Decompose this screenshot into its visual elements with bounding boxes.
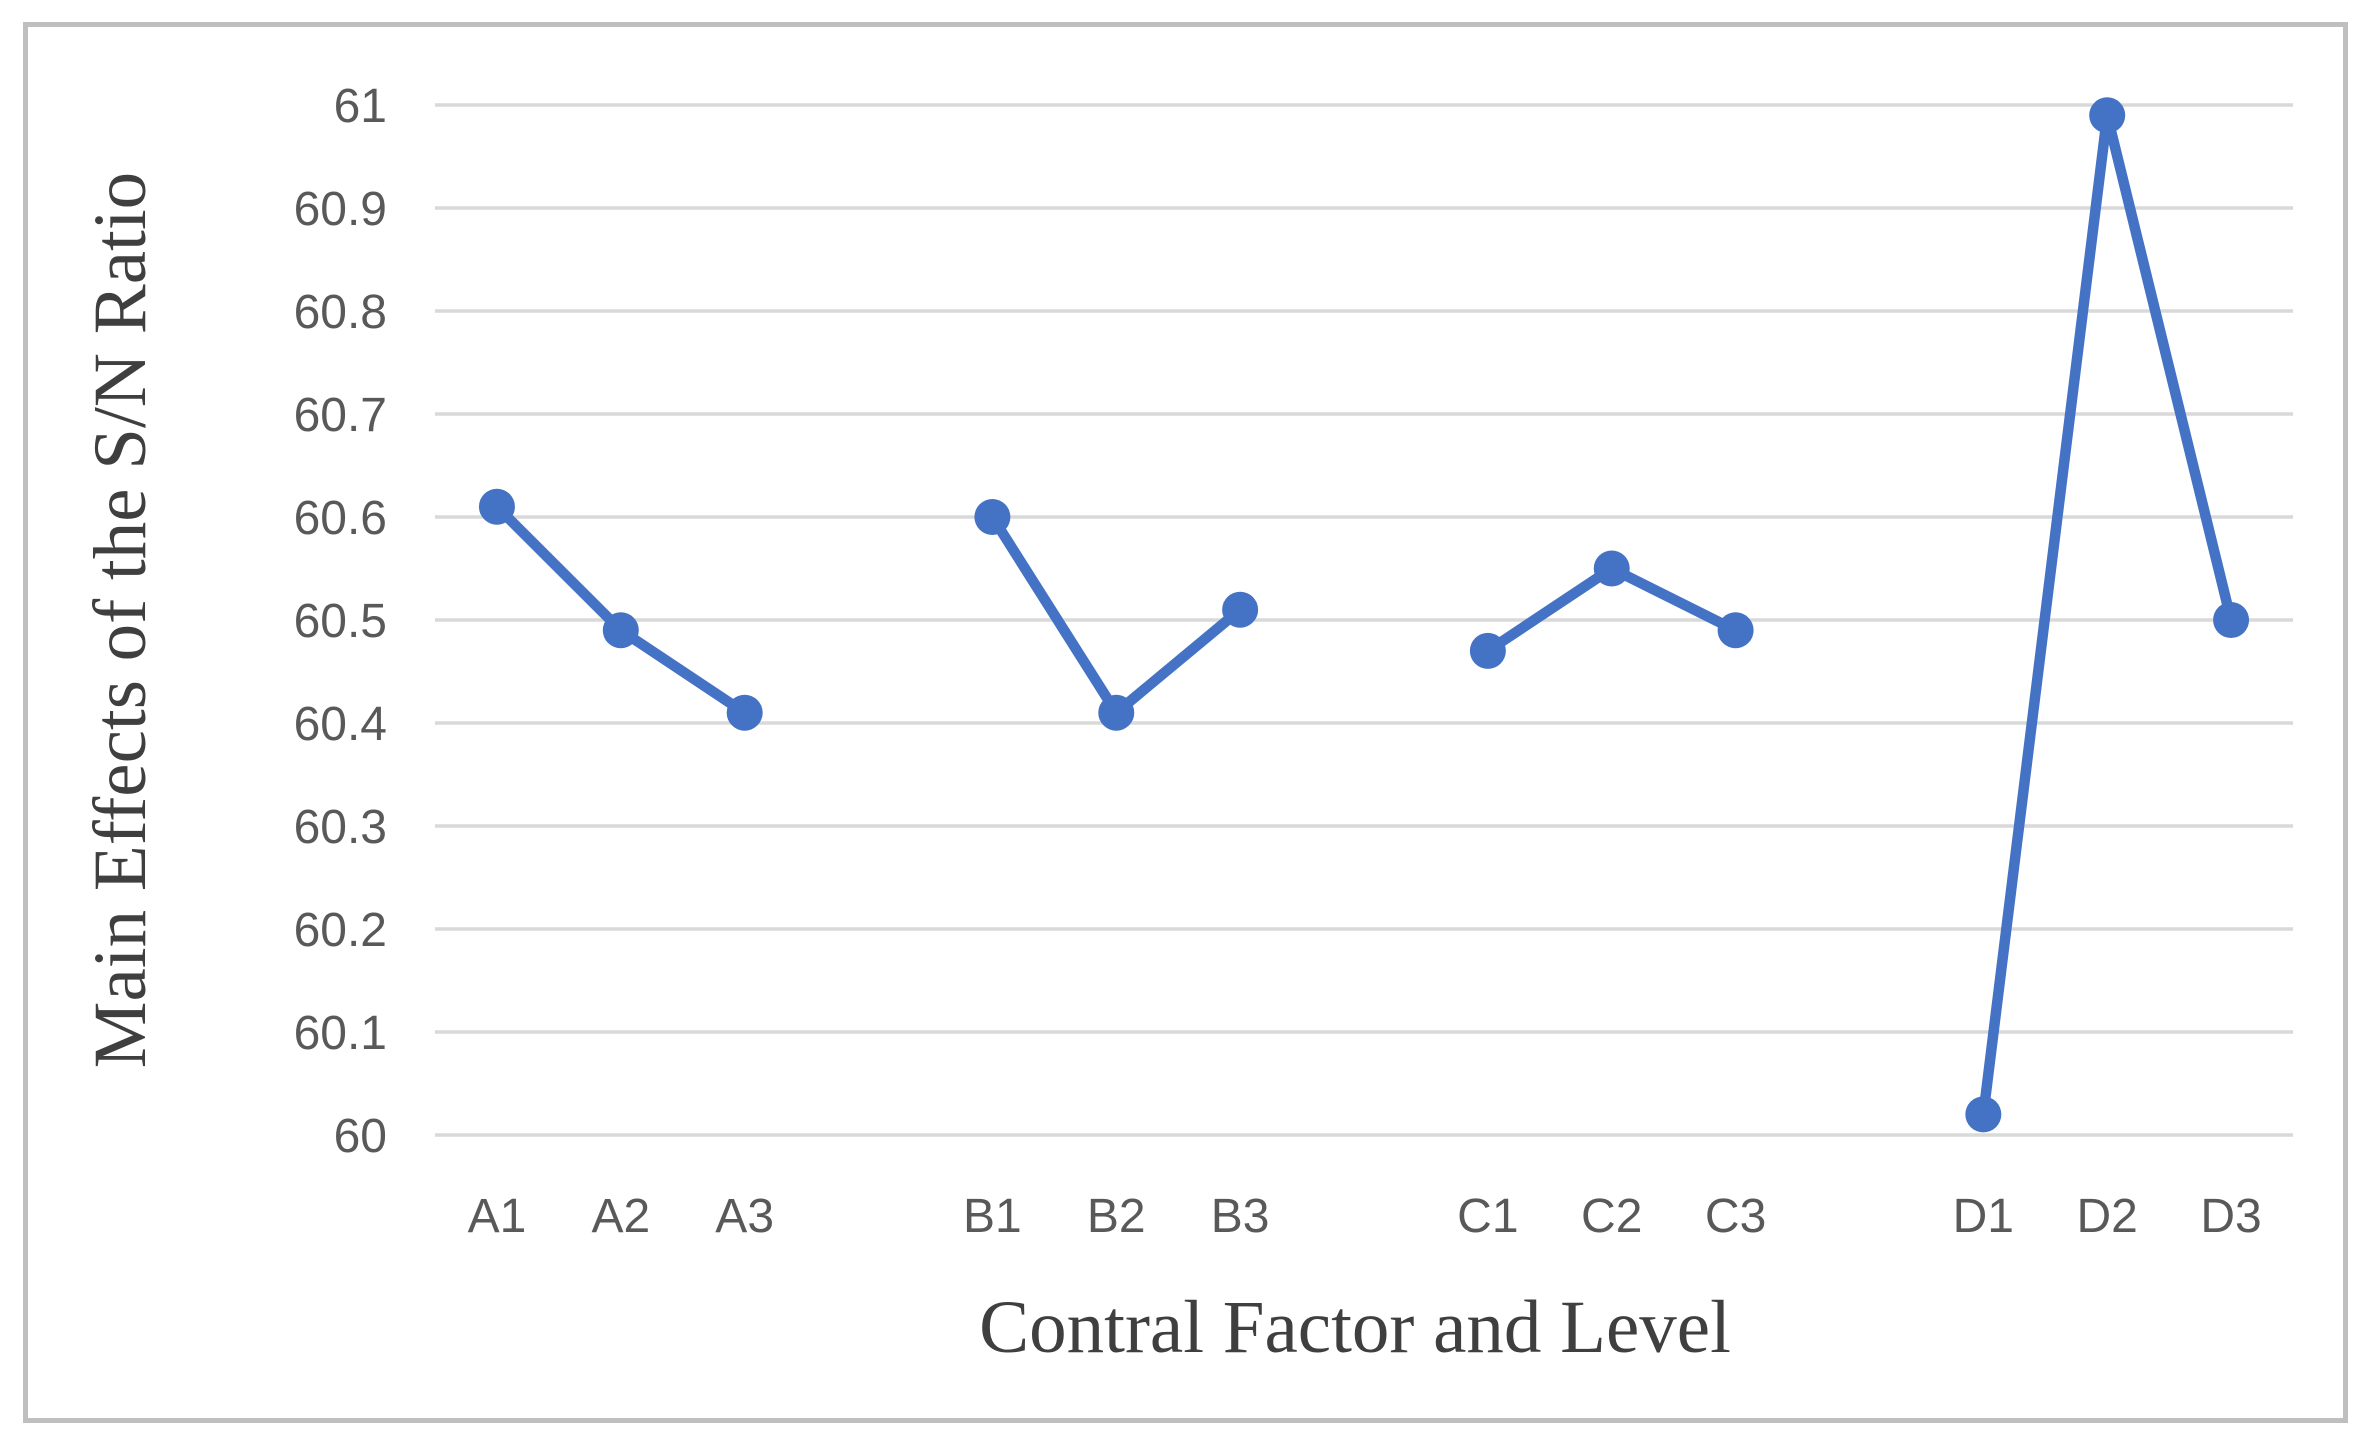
- series-line-B: [987, 511, 1246, 718]
- x-axis-tick-label: C2: [1581, 1190, 1642, 1243]
- data-point-C3: [1717, 612, 1754, 649]
- y-axis-tick-label: 60: [334, 1110, 387, 1163]
- x-axis-tick-label: C1: [1457, 1190, 1518, 1243]
- y-axis-tick-label: 60.4: [294, 698, 387, 751]
- x-axis-tick-labels: A1 A2 A3 B1 B2 B3 C1 C2 C3 D1 D2 D3: [468, 1190, 2262, 1243]
- y-axis-tick-label: 60.1: [294, 1007, 387, 1060]
- x-axis-tick-label: C3: [1705, 1190, 1766, 1243]
- data-point-B3: [1222, 591, 1259, 628]
- y-axis-tick-label: 60.7: [294, 389, 387, 442]
- data-point-A1: [478, 488, 515, 525]
- data-point-D3: [2213, 602, 2250, 638]
- y-axis-tick-label: 60.8: [294, 286, 387, 339]
- data-point-C1: [1469, 632, 1506, 669]
- data-point-C2: [1593, 550, 1630, 587]
- y-axis-tick-label: 60.5: [294, 595, 387, 648]
- y-axis-tick-label: 60.9: [294, 183, 387, 236]
- data-point-B2: [1098, 694, 1135, 731]
- x-axis-tick-label: D1: [1953, 1190, 2014, 1243]
- series-group: [478, 97, 2250, 1133]
- y-axis-tick-labels: 61 60.9 60.8 60.7 60.6 60.5 60.4 60.3 60.2 60.1 60: [294, 80, 387, 1163]
- y-axis-tick-label: 60.2: [294, 904, 387, 957]
- x-axis-tick-label: B1: [963, 1190, 1022, 1243]
- x-axis-tick-label: B2: [1087, 1190, 1146, 1243]
- x-axis-tick-label: A3: [715, 1190, 774, 1243]
- x-axis-tick-label: B3: [1211, 1190, 1270, 1243]
- x-axis-tick-label: D3: [2200, 1190, 2261, 1243]
- data-point-B1: [974, 499, 1011, 535]
- data-point-A2: [602, 612, 639, 649]
- y-axis-title: Main Effects of the S/N Ratio: [79, 172, 162, 1068]
- x-axis-title: Contral Factor and Level: [979, 1286, 1731, 1369]
- series-line-D: [1978, 110, 2237, 1120]
- data-point-A3: [726, 694, 763, 731]
- series-line-A: [491, 501, 750, 718]
- y-axis-tick-label: 61: [334, 80, 387, 133]
- x-axis-tick-label: A1: [468, 1190, 527, 1243]
- data-point-D2: [2089, 97, 2126, 134]
- x-axis-tick-label: D2: [2077, 1190, 2138, 1243]
- y-axis-tick-label: 60.3: [294, 801, 387, 854]
- y-axis-tick-label: 60.6: [294, 492, 387, 545]
- gridlines-group: [435, 103, 2293, 1137]
- data-point-D1: [1965, 1096, 2002, 1133]
- x-axis-tick-label: A2: [591, 1190, 650, 1243]
